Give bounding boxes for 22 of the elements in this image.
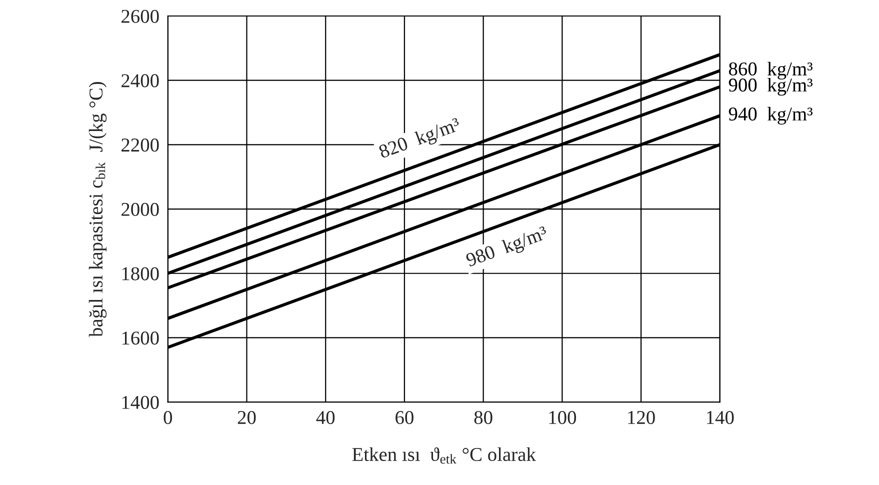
y-tick-label: 1800 (122, 267, 159, 280)
annotation: 980 kg/m³ (465, 225, 550, 271)
y-tick-label: 2200 (122, 138, 159, 152)
x-tick-label: 60 (396, 410, 414, 424)
y-tick-label: 2400 (122, 74, 159, 88)
y-axis-title: bağıl ısı kapasitesi c$_{bık}$ J/(kg °C) (88, 82, 107, 337)
x-tick-label: 80 (474, 410, 492, 424)
x-tick-label: 20 (238, 410, 256, 424)
x-tick-label: 100 (549, 410, 576, 424)
series-label: 860 kg/m³ (728, 62, 813, 80)
x-tick-label: 140 (707, 410, 734, 424)
annotation: 820 kg/m³ (378, 116, 462, 162)
x-axis-title: Etken ısı ϑ$_{etk}$ °C olarak (352, 447, 536, 464)
x-tick-label: 0 (164, 410, 172, 424)
y-tick-label: 1400 (122, 396, 159, 410)
x-tick-label: 120 (628, 410, 655, 424)
x-tick-label: 40 (316, 410, 335, 424)
series-label: 900 kg/m³ (728, 78, 813, 96)
y-tick-label: 1600 (122, 332, 159, 345)
y-tick-label: 2600 (122, 10, 159, 23)
y-tick-label: 2000 (122, 202, 159, 216)
series-label: 940 kg/m³ (728, 106, 813, 125)
